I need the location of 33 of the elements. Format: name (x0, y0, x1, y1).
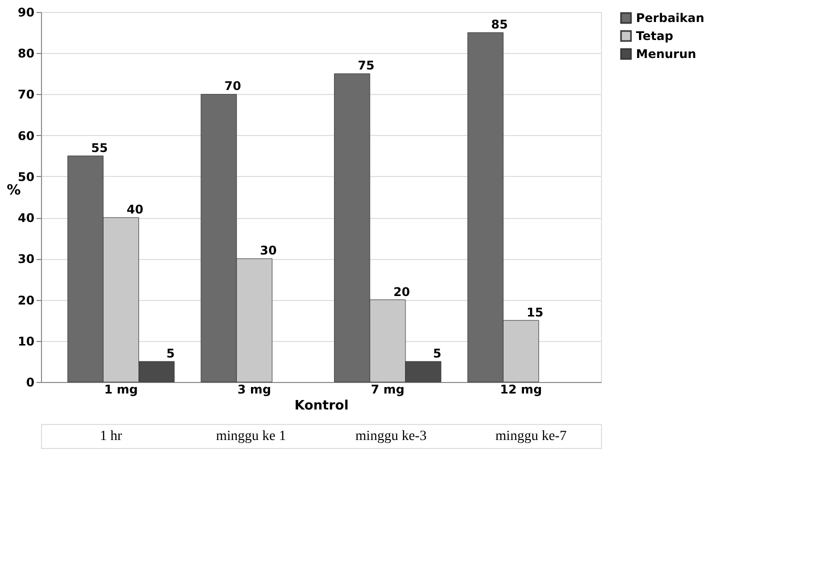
y-tick-label: 20 (18, 293, 34, 308)
data-label: 40 (126, 202, 144, 217)
y-tick-label: 30 (18, 252, 34, 266)
text: minggu ke-3 (355, 429, 427, 444)
data-label: 20 (393, 284, 410, 299)
data-label: 85 (491, 18, 508, 32)
data-label: 5 (433, 346, 442, 360)
y-tick-label: 0 (26, 376, 34, 390)
x-tick-label: 12 mg (500, 382, 542, 396)
legend-label: Perbaikan (636, 11, 704, 25)
data-label: 5 (166, 346, 175, 360)
data-label: 55 (91, 140, 108, 155)
y-tick-label: 90 (18, 6, 34, 20)
y-tick-label: 60 (18, 128, 34, 143)
x-axis-title: Kontrol (294, 398, 349, 414)
data-label: 75 (358, 58, 374, 73)
x-tick-label: 7 mg (370, 382, 404, 396)
y-tick-label: 80 (18, 46, 34, 61)
data-label: 30 (260, 244, 277, 258)
text: 1 hr (100, 429, 122, 444)
legend-label: Menurun (636, 47, 696, 61)
text: minggu ke-7 (495, 429, 567, 444)
y-tick-label: 10 (18, 334, 34, 348)
y-tick-label: 70 (18, 88, 34, 102)
x-tick-label: 3 mg (238, 382, 272, 396)
legend-label: Tetap (636, 29, 674, 43)
text: minggu ke 1 (216, 429, 286, 444)
x-tick-label: 1 mg (104, 382, 138, 396)
data-label: 15 (526, 305, 544, 320)
data-label: 70 (224, 79, 242, 94)
y-tick-label: 40 (18, 211, 34, 226)
y-axis-title: % (6, 182, 21, 198)
y-tick-label: 50 (18, 170, 34, 184)
